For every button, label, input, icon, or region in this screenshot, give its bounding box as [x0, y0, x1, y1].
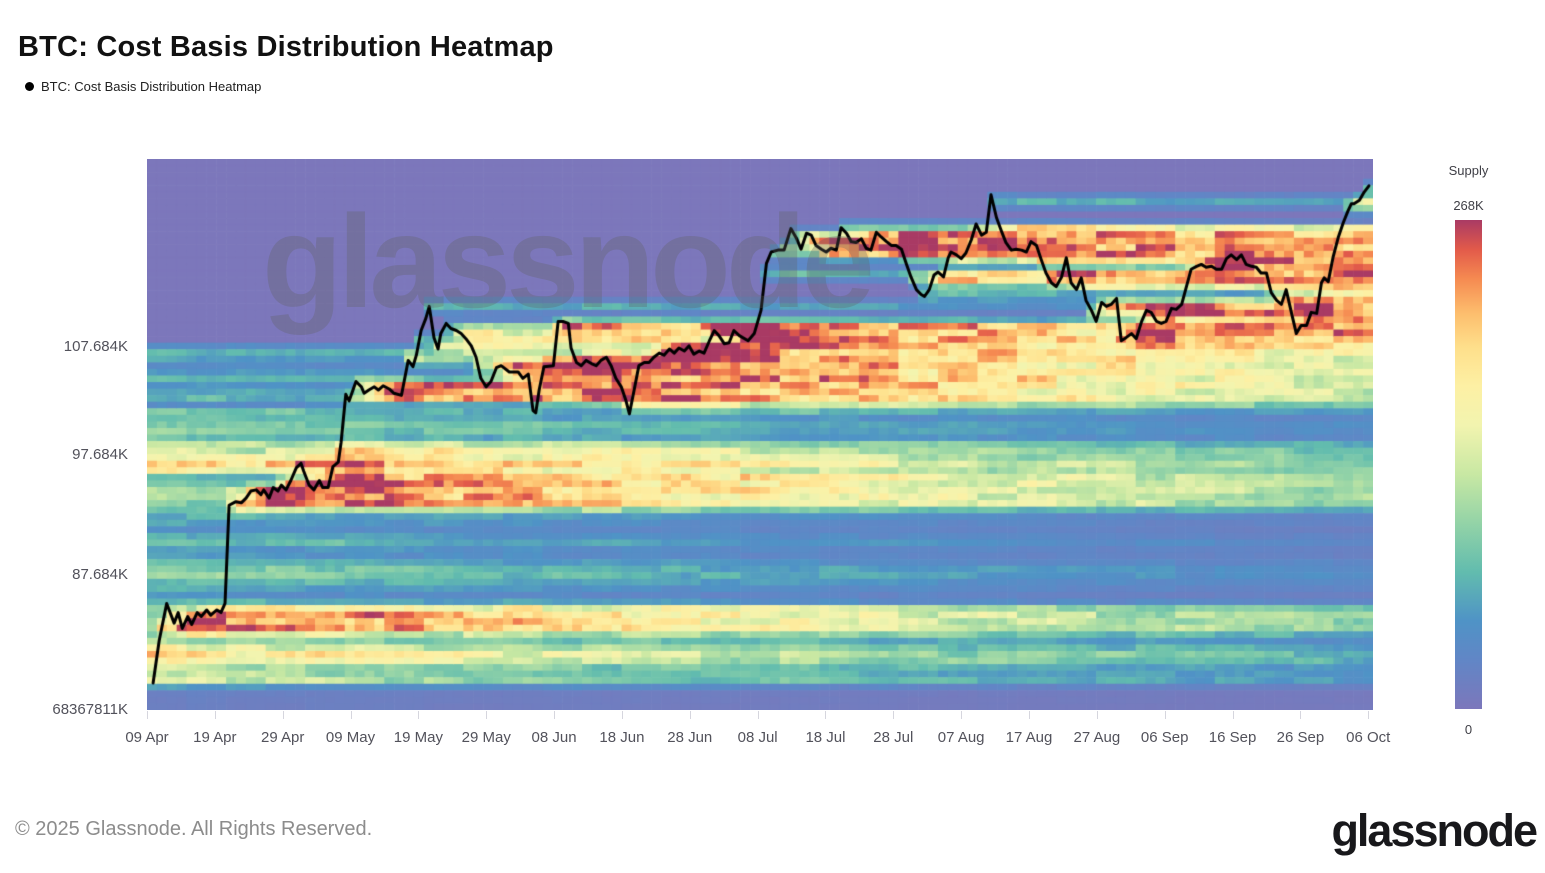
x-axis-label: 16 Sep	[1208, 729, 1257, 746]
x-axis-tick	[282, 711, 284, 719]
x-axis-tick	[418, 711, 420, 719]
x-axis-tick	[1029, 711, 1030, 719]
x-axis-label: 08 Jun	[531, 729, 577, 746]
y-axis-label: 97.684K	[72, 446, 128, 464]
x-axis-label: 06 Sep	[1140, 729, 1189, 746]
x-axis-tick	[486, 711, 488, 719]
x-axis-tick	[350, 711, 352, 719]
y-axis-label: 107.684K	[63, 338, 128, 356]
x-axis-label: 07 Aug	[937, 729, 985, 746]
page-title: BTC: Cost Basis Distribution Heatmap	[18, 31, 554, 64]
legend-marker-icon	[25, 82, 34, 91]
glassnode-logo[interactable]: glassnode	[1331, 805, 1538, 856]
x-axis-tick	[1368, 711, 1370, 719]
x-axis-label: 26 Sep	[1276, 729, 1325, 746]
x-axis-tick	[214, 711, 216, 719]
colorbar-title: Supply	[1448, 163, 1489, 178]
x-axis-tick	[825, 711, 827, 719]
x-axis-label: 28 Jul	[873, 729, 914, 746]
copyright-text: © 2025 Glassnode. All Rights Reserved.	[15, 818, 373, 840]
x-axis-label: 06 Oct	[1346, 729, 1391, 746]
legend-label: BTC: Cost Basis Distribution Heatmap	[41, 79, 262, 94]
supply-colorbar	[1455, 220, 1482, 709]
x-axis-tick	[689, 711, 691, 719]
heatmap-plot-area	[147, 159, 1373, 710]
y-axis-label: 87.684K	[72, 566, 128, 584]
x-axis-label: 29 Apr	[261, 729, 305, 746]
x-axis-label: 09 Apr	[125, 729, 169, 746]
x-axis-label: 29 May	[461, 729, 511, 746]
x-axis-tick	[147, 711, 148, 719]
colorbar-min-label: 0	[1464, 722, 1473, 737]
x-axis-tick	[893, 711, 895, 719]
x-axis-tick	[1300, 711, 1302, 719]
x-axis-label: 09 May	[325, 729, 376, 746]
x-axis-label: 19 Apr	[193, 729, 237, 746]
x-axis-label: 18 Jul	[805, 729, 846, 746]
x-axis-label: 19 May	[393, 729, 443, 746]
colorbar-max-label: 268K	[1453, 198, 1484, 213]
x-axis-tick	[554, 711, 556, 719]
x-axis-tick	[621, 711, 623, 719]
x-axis-tick	[1164, 711, 1166, 719]
x-axis-label: 28 Jun	[667, 729, 713, 746]
legend-item[interactable]: BTC: Cost Basis Distribution Heatmap	[25, 79, 261, 94]
y-axis-bottom-label: 68367811K	[52, 701, 128, 718]
x-axis-label: 08 Jul	[737, 729, 778, 746]
x-axis-label: 27 Aug	[1073, 729, 1121, 746]
x-axis-tick	[1232, 711, 1234, 719]
x-axis-label: 18 Jun	[599, 729, 645, 746]
x-axis-tick	[1096, 711, 1098, 719]
x-axis-tick	[757, 711, 759, 719]
x-axis-tick	[961, 711, 963, 719]
cost-basis-heatmap-canvas[interactable]	[147, 159, 1373, 710]
x-axis-label: 17 Aug	[1005, 729, 1053, 746]
